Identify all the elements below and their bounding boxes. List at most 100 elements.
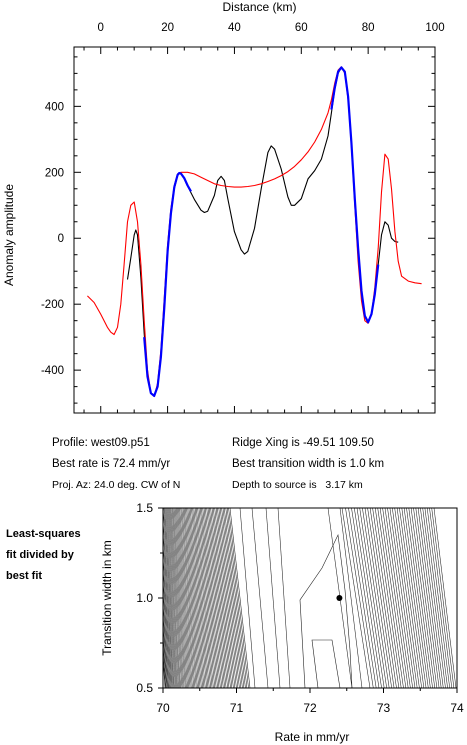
contour-line (211, 508, 231, 688)
contour-line (163, 609, 169, 688)
contour-line (163, 508, 178, 688)
contour-line (207, 508, 227, 688)
contour-line (277, 508, 291, 688)
contour-line (420, 508, 444, 688)
x-tick-label: 60 (295, 22, 308, 34)
contour-line (175, 508, 192, 688)
fit-window-line (143, 171, 192, 397)
anomaly-y-axis-label: Anomaly amplitude (2, 184, 16, 286)
contour-line (213, 508, 233, 688)
contour-line (186, 508, 203, 688)
contour-line (374, 508, 402, 688)
contour-line (197, 508, 216, 688)
contour-line (431, 508, 455, 688)
y-tick-label: -400 (41, 365, 64, 377)
contour-line (163, 553, 173, 688)
contour-line (215, 508, 236, 688)
contour-line (168, 508, 184, 688)
side-note: Least-squares fit divided by best fit (6, 524, 81, 587)
contour-line (362, 508, 390, 688)
contour-line (224, 508, 245, 688)
contour-line (174, 508, 191, 688)
contour-line (311, 639, 341, 688)
contour-line (209, 508, 228, 688)
contour-line (367, 508, 395, 688)
contour-line (165, 508, 181, 688)
contour-line (382, 508, 409, 688)
contour-line (163, 630, 167, 688)
contour-line (359, 508, 387, 688)
contour-line (187, 508, 205, 688)
x-tick-label: 100 (425, 22, 444, 34)
contour-line (356, 508, 385, 688)
contour-line (185, 508, 202, 688)
x-tick-label: 74 (450, 701, 464, 715)
contour-line (191, 508, 209, 688)
contour-line (429, 508, 453, 688)
contour-lines (163, 508, 457, 688)
contour-line (226, 508, 248, 688)
side-note-line: best fit (6, 570, 43, 582)
contour-line (198, 508, 217, 688)
contour-line (222, 508, 243, 688)
contour-line (163, 517, 176, 688)
contour-line (417, 508, 442, 688)
contour-line (219, 508, 240, 688)
contour-line (406, 508, 431, 688)
contour-line (163, 576, 172, 688)
contour-line (392, 508, 418, 688)
contour-line (203, 508, 223, 688)
side-note-line: Least-squares (6, 528, 81, 540)
contour-line (389, 508, 416, 688)
best-fit-point (336, 595, 343, 601)
contour-line (413, 508, 438, 688)
contour-line (164, 508, 179, 688)
y-tick-label: 0.5 (136, 681, 153, 695)
contour-line (163, 620, 168, 688)
contour-line (345, 508, 374, 688)
anomaly-ticks: 0 20 40 60 80 100 -400 -200 0 200 400 (41, 22, 445, 413)
contour-line (403, 508, 429, 688)
x-tick-label: 0 (98, 22, 104, 34)
fit-window-line (330, 66, 380, 324)
y-tick-label: 0 (58, 233, 64, 245)
contour-line (196, 508, 214, 688)
y-tick-label: 1.5 (136, 501, 153, 515)
y-tick-label: 200 (45, 167, 64, 179)
contour-line (163, 599, 170, 688)
x-tick-label: 20 (161, 22, 174, 34)
anomaly-series-group (87, 66, 422, 398)
projection-azimuth-text: Proj. Az: 24.0 deg. CW of N (52, 479, 181, 491)
y-tick-label: -200 (41, 299, 64, 311)
contour-line (206, 508, 225, 688)
contour-line (181, 508, 198, 688)
contour-line (217, 508, 237, 688)
anomaly-plot-frame (73, 46, 436, 414)
model-profile-line (87, 66, 422, 398)
contour-line (339, 508, 363, 688)
contour-line (387, 508, 413, 688)
x-tick-label: 72 (303, 701, 317, 715)
contour-line (379, 508, 407, 688)
contour-line (265, 508, 281, 688)
contour-line (163, 639, 167, 688)
depth-to-source-text: Depth to source is 3.17 km (232, 479, 363, 491)
contour-line (426, 508, 450, 688)
contour-line (180, 508, 197, 688)
contour-line (364, 508, 392, 688)
contour-line (299, 533, 353, 688)
best-rate-text: Best rate is 72.4 mm/yr (52, 458, 171, 470)
transition-width-text: Best transition width is 1.0 km (232, 458, 385, 470)
contour-line (341, 508, 371, 688)
contour-line (401, 508, 427, 688)
profile-text: Profile: west09.p51 (52, 437, 150, 449)
contour-line (239, 508, 256, 688)
contour-line (179, 508, 196, 688)
x-tick-label: 71 (230, 701, 244, 715)
anomaly-x-axis-label: Distance (km) (222, 0, 296, 14)
contour-line (171, 508, 187, 688)
contour-line (170, 508, 186, 688)
contour-line (193, 508, 211, 688)
contour-line (351, 508, 380, 688)
anomaly-chart: Distance (km) Anomaly amplitude 0 20 40 60 8… (2, 0, 445, 414)
